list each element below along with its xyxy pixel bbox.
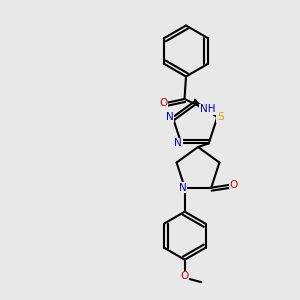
Text: O: O [181, 271, 189, 281]
Text: O: O [230, 180, 238, 190]
Text: S: S [217, 112, 224, 122]
Text: NH: NH [200, 104, 215, 115]
Text: N: N [179, 183, 187, 193]
Text: N: N [174, 138, 182, 148]
Text: N: N [166, 112, 174, 122]
Text: O: O [159, 98, 168, 109]
